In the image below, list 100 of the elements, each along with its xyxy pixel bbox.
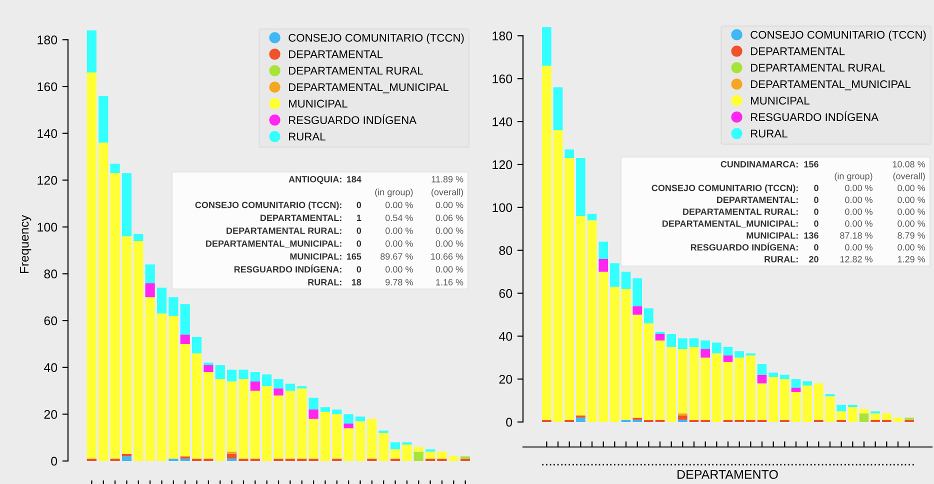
x-tick-label: ... [734,464,744,466]
bar [791,388,801,392]
y-tick-label: 60 [44,316,58,326]
x-tick-label: ... [780,464,790,466]
bar [168,297,178,316]
bar [355,421,366,461]
x-tick-label: ... [587,464,597,466]
y-tick-label: 60 [499,289,512,298]
bar [768,376,778,422]
bar [814,383,824,420]
bar [367,418,377,459]
bar [632,314,642,418]
bar [192,336,202,354]
bar [262,386,272,461]
legend-label: MUNICIPAL [751,96,810,105]
bar [700,340,710,350]
bar [250,372,260,382]
x-tick-label: ... [882,464,892,466]
bar [426,452,436,459]
bar [262,374,272,386]
y-tick-label: 160 [492,74,512,84]
bar [204,372,214,459]
bar [712,342,722,354]
bar [355,416,366,422]
x-tick-label: ... [689,464,699,466]
bar [390,449,400,459]
bar [666,346,676,422]
bar [227,381,237,452]
y-axis-title: Frequency [20,214,32,273]
bar [598,258,608,272]
text: CONSEJO COMUNITARIO (TCCN): 0 0.00 % 0.00 % [652,184,926,193]
legend-label: DEPARTAMENTAL [751,47,845,56]
bar [836,404,846,412]
x-tick-label: ... [644,464,654,466]
x-tick-label: ... [791,464,801,466]
bar [308,398,318,410]
bar [655,340,665,420]
bar [98,142,108,461]
bar [734,358,744,420]
y-tick-label: 140 [492,117,512,126]
bar [542,66,552,420]
legend-label: RESGUARDO INDÍGENA [289,114,416,124]
bar [390,442,400,450]
text: ANTIOQUIA: 184 11.89 % [288,176,464,184]
bar [836,411,846,420]
bar [344,428,354,461]
x-tick-label: ... [564,464,574,466]
bar [344,414,354,424]
x-axis-title: DEPARTAMENTO [678,470,778,479]
bar [553,87,563,130]
y-tick-label: 80 [499,246,512,255]
legend-label: DEPARTAMENTAL [289,50,383,58]
bar [882,413,892,420]
bar [156,288,167,314]
bar [448,456,458,461]
bar [297,388,307,459]
x-tick-label: ... [848,464,858,466]
bar [110,164,120,174]
bar [86,30,96,72]
x-tick-label: ... [576,464,586,466]
bar [791,392,801,422]
x-tick-label: ... [700,464,710,466]
bar [122,236,132,454]
bar [780,374,790,380]
legend-label: DEPARTAMENTAL RURAL [751,64,885,72]
bar [802,386,812,422]
x-tick-label: ... [655,464,665,466]
text: RURAL: 18 9.78 % 1.16 % [308,279,464,286]
bar [274,388,284,396]
bar [564,149,574,158]
bar [156,314,167,461]
legend-label: MUNICIPAL [289,100,348,108]
bar [238,379,248,459]
bar [723,346,733,356]
bar [320,412,330,461]
bar [678,416,688,420]
bar [576,158,586,216]
bar [791,379,801,388]
text: MUNICIPAL: 165 89.67 % 10.66 % [290,253,464,260]
x-tick-label: ... [610,464,620,466]
bar [168,316,178,459]
bar [414,446,424,452]
bar [332,414,342,459]
legend-label: RESGUARDO INDÍGENA [751,111,878,122]
bar [848,406,858,422]
bar [802,381,812,386]
bar [332,410,342,414]
y-tick-label: 0 [51,456,58,466]
bar [414,452,424,461]
bar [134,240,144,461]
bar [757,383,767,420]
legend-label: DEPARTAMENTAL_MUNICIPAL [289,83,448,94]
bar [542,27,552,66]
text: DEPARTAMENTAL_MUNICIPAL: 0 0.00 % 0.00 % [662,220,926,228]
bar [678,413,688,416]
x-tick-label: ... [825,464,835,466]
bar [734,351,744,358]
x-tick-label: ... [836,464,846,466]
x-tick-label: ... [723,464,733,466]
text: RESGUARDO INDÍGENA: 0 0.00 % 0.00 % [690,242,926,251]
